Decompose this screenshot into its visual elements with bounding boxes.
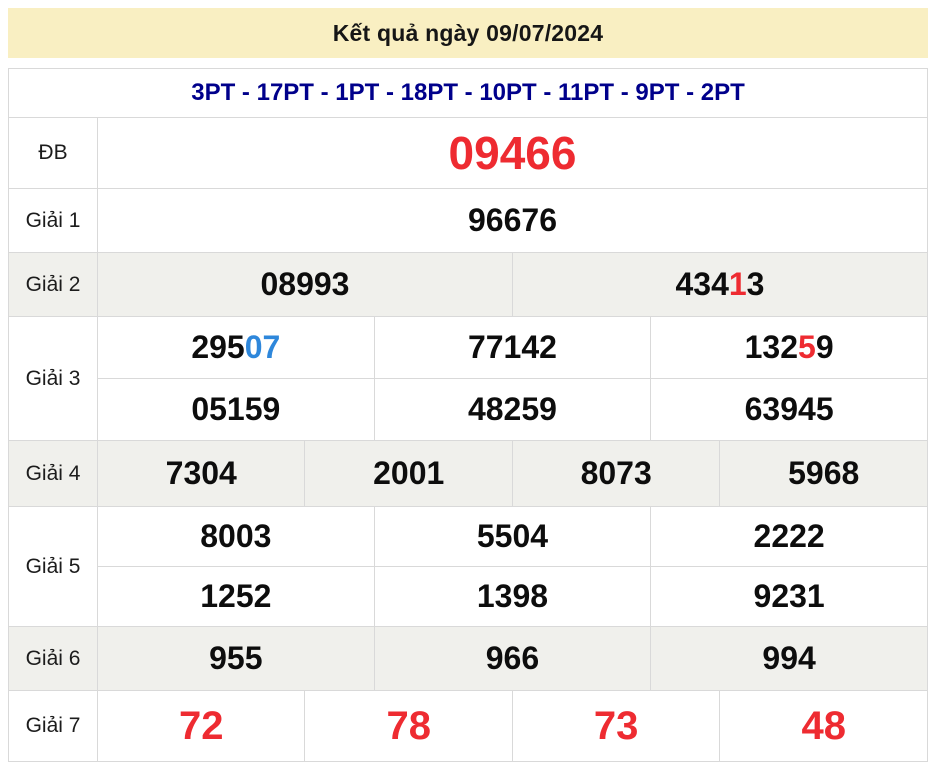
- station-summary: 3PT - 17PT - 1PT - 18PT - 10PT - 11PT - …: [8, 68, 928, 118]
- prize-5-value-5: 1398: [373, 566, 652, 627]
- result-date-header: Kết quả ngày 09/07/2024: [8, 8, 928, 58]
- prize-3-value-4: 05159: [97, 378, 375, 441]
- prize-7-value-1: 72: [96, 690, 306, 762]
- prize-3-value-1: 29507: [97, 316, 375, 379]
- prize-6-row: Giải 6 955 966 994: [8, 626, 928, 691]
- prize-2-value-1: 08993: [97, 252, 513, 317]
- prize-3-row-1: Giải 3 29507 77142 13259: [8, 316, 928, 441]
- digits-plain: 132: [744, 329, 799, 365]
- digits-plain: 9: [815, 329, 834, 365]
- prize-3-row-2: 05159 48259 63945: [9, 378, 928, 441]
- prize-3-value-5: 48259: [373, 378, 652, 441]
- prize-7-value-4: 48: [719, 690, 928, 762]
- prize-6-value-3: 994: [650, 626, 928, 691]
- digit-highlight-red: 1: [728, 266, 747, 302]
- prize-1-value: 96676: [97, 188, 928, 253]
- prize-4-value-2: 2001: [304, 440, 513, 507]
- prize-5-value-4: 1252: [97, 566, 375, 627]
- prize-5-label: Giải 5: [8, 506, 98, 627]
- prize-7-label: Giải 7: [8, 690, 98, 762]
- prize-4-label: Giải 4: [8, 440, 98, 507]
- prize-5-row-2: 1252 1398 9231: [9, 566, 928, 627]
- prize-db-row: ĐB 09466: [8, 117, 928, 189]
- prize-3-value-6: 63945: [650, 378, 928, 441]
- prize-1-row: Giải 1 96676: [8, 188, 928, 253]
- prize-5-row-1: Giải 5 8003 5504 2222: [8, 506, 928, 627]
- digits-plain: 295: [191, 329, 245, 365]
- prize-db-value: 09466: [97, 117, 928, 189]
- prize-6-label: Giải 6: [8, 626, 98, 691]
- prize-7-row: Giải 7 72 78 73 48: [8, 690, 928, 762]
- prize-7-value-2: 78: [304, 690, 513, 762]
- prize-5-value-3: 2222: [650, 506, 928, 567]
- digits-highlight-blue: 07: [244, 329, 281, 365]
- prize-7-value-3: 73: [511, 690, 721, 762]
- prize-3-label: Giải 3: [8, 316, 98, 441]
- results-table: 3PT - 17PT - 1PT - 18PT - 10PT - 11PT - …: [8, 68, 929, 762]
- prize-3-value-3: 13259: [650, 316, 928, 379]
- prize-2-value-2: 43413: [511, 252, 929, 317]
- prize-5-value-1: 8003: [97, 506, 375, 567]
- prize-1-label: Giải 1: [8, 188, 98, 253]
- prize-4-value-1: 7304: [96, 440, 306, 507]
- result-date-title: Kết quả ngày 09/07/2024: [332, 19, 604, 46]
- station-summary-row: 3PT - 17PT - 1PT - 18PT - 10PT - 11PT - …: [8, 68, 928, 118]
- prize-2-row: Giải 2 08993 43413: [8, 252, 929, 317]
- prize-4-value-3: 8073: [511, 440, 721, 507]
- prize-3-value-2: 77142: [373, 316, 652, 379]
- digits-plain: 3: [746, 266, 765, 302]
- prize-4-value-4: 5968: [719, 440, 928, 507]
- digits-plain: 434: [675, 266, 729, 302]
- prize-2-label: Giải 2: [8, 252, 98, 317]
- prize-6-value-2: 966: [373, 626, 652, 691]
- prize-5-value-2: 5504: [373, 506, 652, 567]
- digit-highlight-red: 5: [798, 329, 816, 365]
- prize-6-value-1: 955: [97, 626, 375, 691]
- prize-4-row: Giải 4 7304 2001 8073 5968: [8, 440, 928, 507]
- prize-5-value-6: 9231: [650, 566, 928, 627]
- prize-db-label: ĐB: [8, 117, 98, 189]
